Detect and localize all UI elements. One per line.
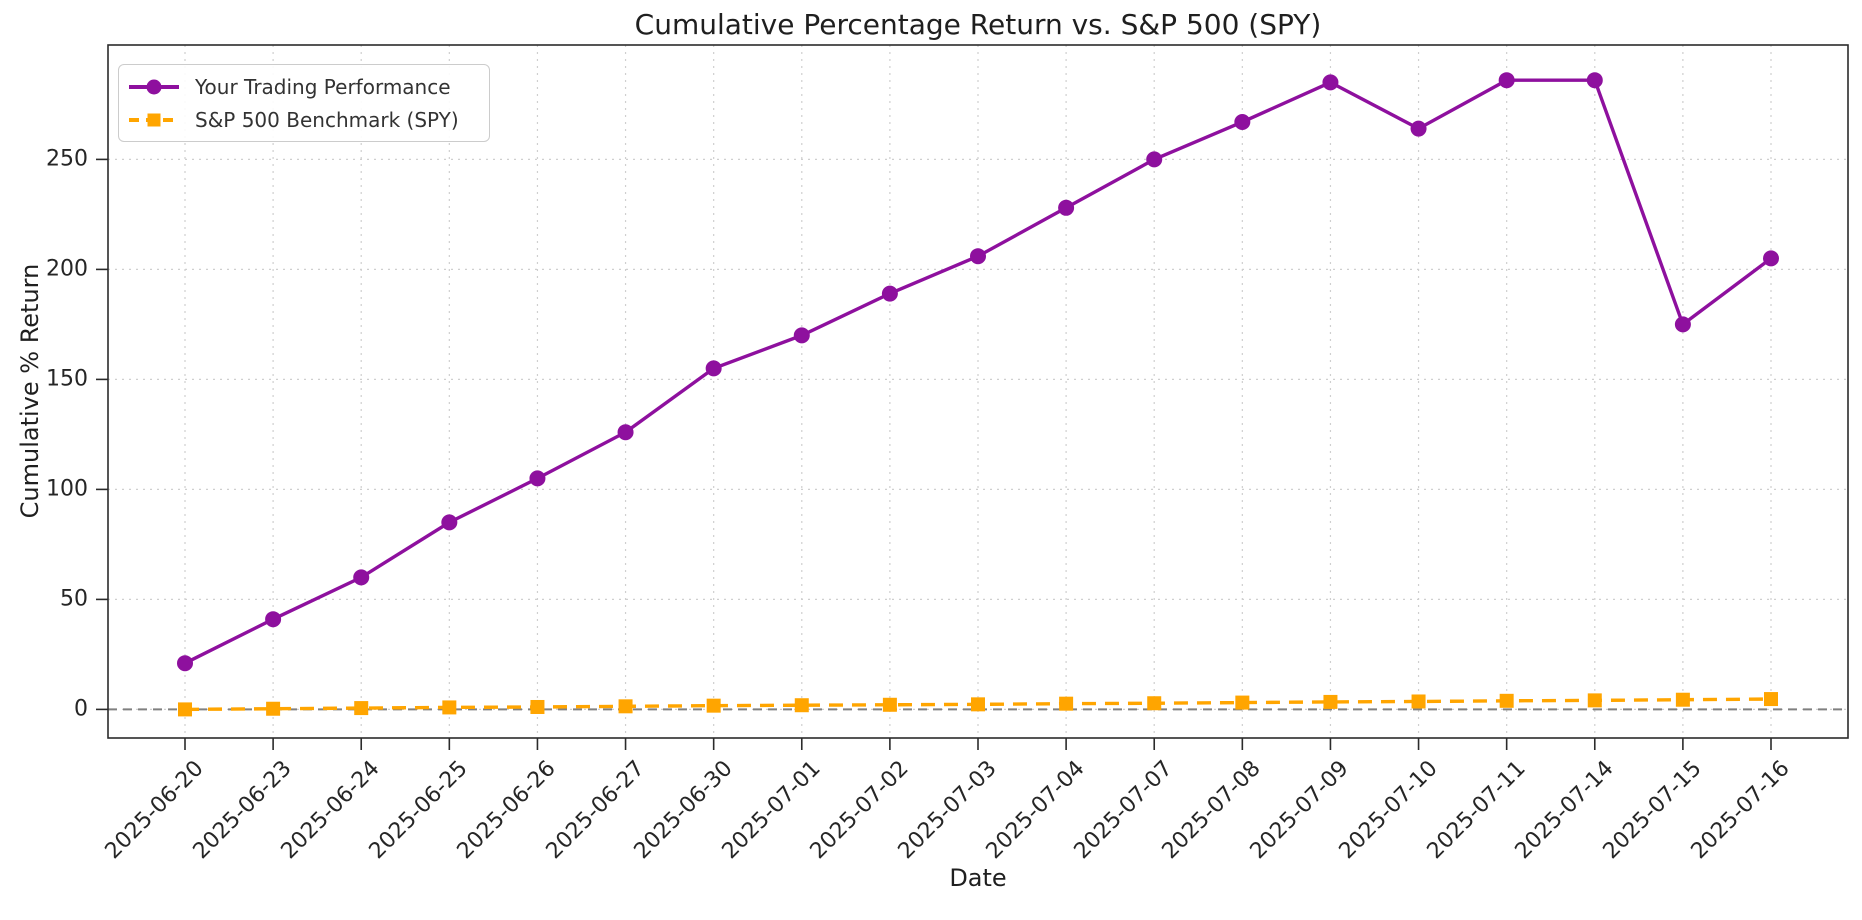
data-point-marker [1764, 692, 1778, 707]
data-point-marker [1235, 695, 1250, 710]
trading-line-swatch [129, 78, 179, 96]
data-point-marker [178, 702, 192, 717]
data-point-marker [705, 360, 722, 377]
y-tick-label: 150 [46, 366, 88, 392]
legend-label-benchmark: S&P 500 Benchmark (SPY) [195, 107, 459, 132]
data-point-marker [1411, 694, 1426, 709]
data-point-marker [529, 470, 546, 487]
data-point-marker [1498, 72, 1515, 89]
y-tick-label: 200 [46, 256, 88, 282]
data-point-marker [882, 697, 897, 712]
data-point-marker [1674, 316, 1691, 333]
data-point-marker [265, 611, 282, 628]
data-point-marker [1322, 74, 1339, 91]
data-point-marker [1234, 114, 1251, 130]
data-point-marker [354, 701, 369, 716]
data-point-marker [353, 569, 370, 586]
legend-entry-trading: Your Trading Performance [129, 73, 475, 100]
data-point-marker [441, 514, 458, 531]
x-axis-label: Date [949, 864, 1007, 892]
series-line-0 [184, 78, 1773, 665]
data-point-marker [881, 285, 898, 302]
data-point-marker [1147, 696, 1162, 711]
legend-entry-benchmark: S&P 500 Benchmark (SPY) [129, 106, 475, 133]
data-point-marker [177, 655, 193, 672]
y-tick-label: 0 [74, 696, 88, 722]
y-axis-label: Cumulative % Return [16, 263, 44, 519]
chart-title: Cumulative Percentage Return vs. S&P 500… [634, 8, 1322, 41]
data-point-marker [1059, 696, 1074, 711]
y-tick-label: 50 [60, 586, 88, 612]
legend-label-trading: Your Trading Performance [195, 74, 451, 99]
data-point-marker [442, 700, 457, 715]
data-point-marker [794, 698, 809, 713]
data-point-marker [1675, 692, 1690, 707]
data-point-marker [1323, 694, 1338, 709]
data-point-marker [530, 699, 545, 714]
y-tick-label: 250 [46, 146, 88, 172]
data-point-marker [617, 424, 634, 441]
data-point-marker [618, 699, 633, 714]
legend-box: Your Trading Performance S&P 500 Benchma… [118, 64, 490, 142]
data-point-marker [706, 698, 721, 713]
data-point-marker [266, 701, 281, 716]
data-point-marker [793, 327, 810, 344]
y-tick-label: 100 [46, 476, 88, 502]
data-point-marker [971, 697, 985, 712]
data-point-marker [1586, 72, 1603, 89]
benchmark-line-swatch [129, 111, 179, 129]
circle-marker-sample [146, 79, 162, 94]
data-point-marker [970, 248, 986, 265]
data-point-marker [1763, 250, 1779, 267]
square-marker-sample [147, 113, 161, 126]
data-point-marker [1499, 693, 1514, 708]
data-point-marker [1410, 120, 1427, 137]
data-point-marker [1587, 693, 1602, 708]
data-point-marker [1058, 199, 1075, 216]
data-point-marker [1146, 151, 1163, 168]
